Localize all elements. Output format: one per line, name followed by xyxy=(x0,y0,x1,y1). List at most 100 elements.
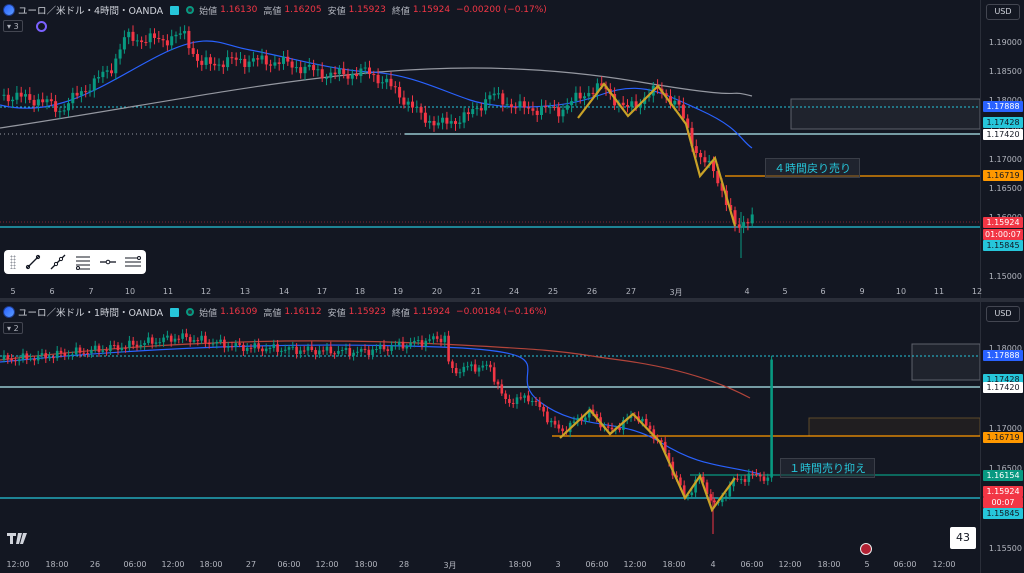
candle-body xyxy=(367,349,371,356)
ohlc-high-value: 1.16112 xyxy=(284,307,322,317)
candle-body xyxy=(443,335,447,343)
candle-body xyxy=(359,68,363,77)
candle-body xyxy=(312,64,316,71)
price-tag[interactable]: 1.16154 xyxy=(983,470,1023,481)
parallel-channel-icon[interactable] xyxy=(120,252,145,272)
chart-pane-4h[interactable]: ユーロ／米ドル・4時間・OANDA 始値 1.16130 高値 1.16205 … xyxy=(0,0,1024,298)
price-tag[interactable]: 1.17888 xyxy=(983,350,1023,361)
candle-body xyxy=(269,64,273,66)
price-axis-1h[interactable]: USD 1.180001.175001.170001.165001.160001… xyxy=(980,302,1024,573)
price-tag[interactable]: 1.17428 xyxy=(983,374,1023,385)
candle-body xyxy=(264,348,268,352)
horizontal-line-icon[interactable] xyxy=(95,252,120,272)
candle-body xyxy=(557,424,561,429)
candle-body xyxy=(766,477,770,481)
time-axis-label: 11 xyxy=(933,287,945,296)
price-tag[interactable]: 1.17888 xyxy=(983,101,1023,112)
price-tag[interactable]: 1.15924 xyxy=(983,486,1023,497)
candle-body xyxy=(492,367,496,382)
supply-zone xyxy=(790,98,980,130)
symbol-logo-icon[interactable] xyxy=(3,4,15,16)
annotation-4h-sell[interactable]: ４時間戻り売り xyxy=(765,158,860,178)
candle-body xyxy=(428,339,431,341)
candle-body xyxy=(413,340,416,343)
currency-selector[interactable]: USD xyxy=(986,4,1020,20)
candle-body xyxy=(15,92,19,100)
fib-retracement-icon[interactable] xyxy=(70,252,95,272)
flag-icon[interactable] xyxy=(170,5,180,15)
candle-body xyxy=(549,420,553,423)
candle-body xyxy=(530,401,534,403)
candle-body xyxy=(40,353,44,356)
candle-body xyxy=(10,358,13,361)
price-tag[interactable]: 1.17420 xyxy=(983,129,1023,140)
candle-body xyxy=(221,64,225,68)
candle-body xyxy=(458,372,462,374)
market-status-icon[interactable] xyxy=(186,6,195,14)
candle-body xyxy=(2,94,6,96)
indicator-count-badge[interactable]: ▾ 3 xyxy=(3,20,23,32)
tradingview-logo-icon[interactable] xyxy=(6,530,28,549)
candle-body xyxy=(325,77,328,79)
time-axis-label: 12:00 xyxy=(932,560,956,569)
candle-body xyxy=(260,55,264,60)
candle-body xyxy=(458,122,462,124)
candle-body xyxy=(720,496,724,503)
price-axis-4h[interactable]: USD 1.190001.185001.180001.175001.170001… xyxy=(980,0,1024,298)
flag-icon[interactable] xyxy=(170,307,180,317)
price-tag[interactable]: 1.17420 xyxy=(983,382,1023,393)
price-tag[interactable]: 1.15845 xyxy=(983,508,1023,519)
candle-body xyxy=(485,364,488,366)
price-plot-4h[interactable] xyxy=(0,0,980,298)
pane-divider[interactable] xyxy=(0,298,1024,302)
candle-body xyxy=(583,96,586,99)
ma-slow-line xyxy=(0,340,751,399)
candle-body xyxy=(542,406,545,412)
indicator-count-badge[interactable]: ▾ 2 xyxy=(3,322,23,334)
candle-body xyxy=(634,101,638,108)
ma-slow-line xyxy=(0,67,753,129)
time-axis-label: 7 xyxy=(88,287,94,296)
candle-body xyxy=(363,348,367,350)
time-axis-label: 20 xyxy=(431,287,443,296)
candle-body xyxy=(439,338,443,343)
candle-body xyxy=(307,64,311,67)
price-plot-1h[interactable] xyxy=(0,302,980,573)
candle-body xyxy=(188,337,192,342)
symbol-title-1h[interactable]: ユーロ／米ドル・1時間・OANDA xyxy=(18,308,164,319)
candle-body xyxy=(591,409,595,415)
indicator-icon[interactable] xyxy=(36,21,47,32)
candle-body xyxy=(204,57,208,65)
time-axis-label: 18:00 xyxy=(817,560,841,569)
chart-pane-1h[interactable]: ユーロ／米ドル・1時間・OANDA 始値 1.16109 高値 1.16112 … xyxy=(0,302,1024,573)
candle-body xyxy=(219,339,222,342)
candle-body xyxy=(124,347,127,349)
price-tag[interactable]: 1.15924 xyxy=(983,217,1023,228)
time-axis-label: 11 xyxy=(162,287,174,296)
price-tag[interactable]: 01:00:07 xyxy=(983,229,1023,240)
notification-badge[interactable]: 43 xyxy=(950,527,976,549)
candle-body xyxy=(135,40,139,42)
price-tag[interactable]: 1.16719 xyxy=(983,432,1023,443)
trend-line-icon[interactable] xyxy=(20,252,45,272)
ohlc-change-value: −0.00184 (−0.16%) xyxy=(456,307,547,317)
supply-zone xyxy=(911,343,980,381)
price-tag[interactable]: 00:07 xyxy=(983,497,1023,508)
price-tag[interactable]: 1.16719 xyxy=(983,170,1023,181)
price-tag[interactable]: 1.15845 xyxy=(983,240,1023,251)
symbol-logo-icon[interactable] xyxy=(3,306,15,318)
drag-handle-icon[interactable] xyxy=(10,255,16,269)
candle-body xyxy=(161,39,165,41)
price-tag[interactable]: 1.17428 xyxy=(983,117,1023,128)
candle-body xyxy=(286,56,290,62)
symbol-title-4h[interactable]: ユーロ／米ドル・4時間・OANDA xyxy=(18,6,164,17)
candle-body xyxy=(411,101,414,108)
us-event-flag-icon[interactable] xyxy=(860,543,872,555)
market-status-icon[interactable] xyxy=(186,308,195,316)
candle-body xyxy=(303,66,307,74)
ray-icon[interactable] xyxy=(45,252,70,272)
candle-body xyxy=(500,384,504,394)
currency-selector[interactable]: USD xyxy=(986,306,1020,322)
candle-body xyxy=(36,99,40,106)
annotation-1h-sell[interactable]: １時間売り抑え xyxy=(780,458,875,478)
